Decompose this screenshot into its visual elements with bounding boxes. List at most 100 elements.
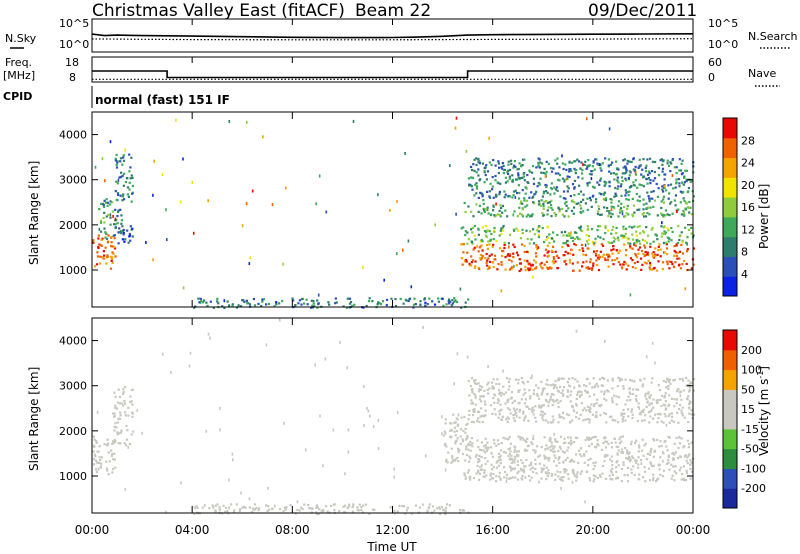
power-cell — [582, 261, 585, 264]
velocity-cell — [479, 407, 483, 410]
power-cell — [524, 265, 527, 268]
velocity-cell — [527, 474, 531, 478]
power-cell — [631, 247, 634, 250]
velocity-cell — [668, 394, 671, 397]
velocity-cell — [611, 467, 614, 470]
power-cell — [667, 236, 670, 239]
velocity-cell — [575, 329, 578, 333]
velocity-cell — [645, 405, 648, 408]
velocity-cell — [93, 453, 96, 456]
velocity-cell — [622, 408, 625, 412]
velocity-cell — [389, 506, 392, 509]
velocity-cell — [469, 385, 472, 388]
power-cell — [271, 203, 274, 207]
power-cell — [124, 180, 128, 184]
power-cell — [556, 189, 559, 192]
power-cell — [586, 225, 589, 228]
power-cell — [652, 254, 655, 257]
power-cell — [471, 226, 475, 230]
velocity-cell — [690, 413, 693, 416]
power-cell — [670, 260, 673, 264]
velocity-cell — [666, 378, 669, 382]
velocity-cell — [478, 448, 481, 451]
velocity-cell — [476, 464, 479, 467]
velocity-cell — [588, 477, 591, 480]
power-cell — [161, 173, 164, 177]
power-cell — [553, 186, 556, 189]
power-cell — [569, 195, 572, 198]
power-cell — [515, 251, 519, 254]
power-cell — [596, 181, 599, 184]
power-cell — [113, 234, 116, 237]
velocity-cell — [479, 466, 482, 469]
power-cell — [634, 253, 637, 256]
velocity-cell — [622, 385, 625, 388]
power-cell — [552, 262, 555, 265]
power-cell — [555, 186, 559, 189]
power-cell — [545, 170, 548, 173]
power-cell — [619, 185, 623, 188]
power-cell — [557, 178, 560, 181]
power-cell — [484, 257, 487, 260]
velocity-cell — [125, 424, 128, 427]
velocity-cell — [686, 397, 689, 400]
velocity-cell — [111, 442, 114, 445]
velocity-cell — [523, 402, 526, 405]
velocity-cell — [649, 394, 652, 397]
power-cell — [635, 230, 638, 233]
power-cell — [110, 241, 113, 244]
velocity-cell — [402, 505, 405, 508]
power-cell — [677, 225, 680, 228]
power-cell — [681, 172, 684, 175]
power-cell — [674, 194, 677, 197]
velocity-cell — [479, 384, 482, 388]
velocity-cell — [513, 461, 516, 464]
velocity-cell — [477, 458, 480, 461]
power-cell — [683, 175, 686, 178]
power-cell — [618, 200, 621, 203]
power-cell — [610, 215, 613, 218]
velocity-cell — [517, 435, 520, 438]
power-cell — [590, 170, 593, 173]
velocity-cell — [511, 458, 514, 461]
power-cell — [120, 219, 123, 222]
power-cell — [686, 250, 689, 253]
power-cell — [647, 195, 650, 198]
velocity-cell — [283, 421, 285, 425]
velocity-cell — [520, 377, 523, 380]
velocity-cell — [113, 425, 116, 428]
velocity-cell — [445, 460, 448, 463]
power-cell — [591, 268, 594, 271]
velocity-cell — [347, 428, 350, 432]
velocity-cell — [106, 444, 109, 447]
velocity-cell — [477, 417, 480, 420]
velocity-cell — [534, 449, 537, 452]
velocity-cell — [640, 410, 643, 413]
velocity-cell — [509, 458, 512, 461]
velocity-cell — [124, 386, 127, 389]
power-cell — [602, 238, 605, 241]
power-cell — [607, 229, 610, 232]
power-cell — [572, 239, 575, 243]
velocity-cell — [670, 397, 673, 400]
power-colorbar-tick-label: 12 — [741, 223, 755, 236]
velocity-cell — [480, 441, 483, 444]
power-cell — [614, 192, 617, 195]
velocity-cell — [506, 399, 509, 402]
velocity-cell — [576, 391, 579, 394]
power-cell — [527, 213, 530, 216]
power-cell — [564, 163, 567, 166]
power-cell — [491, 176, 494, 179]
power-cell — [453, 297, 456, 300]
power-cell — [473, 158, 476, 161]
velocity-cell — [226, 510, 229, 513]
power-cell — [102, 204, 105, 207]
velocity-colorbar-label: Velocity [m s-1] — [756, 366, 771, 456]
power-cell — [683, 214, 686, 217]
power-colorbar-swatch — [723, 177, 737, 198]
velocity-cell — [588, 409, 591, 413]
power-cell — [104, 179, 106, 183]
power-cell — [550, 206, 553, 209]
power-cell — [367, 300, 371, 303]
velocity-cell — [469, 457, 472, 460]
